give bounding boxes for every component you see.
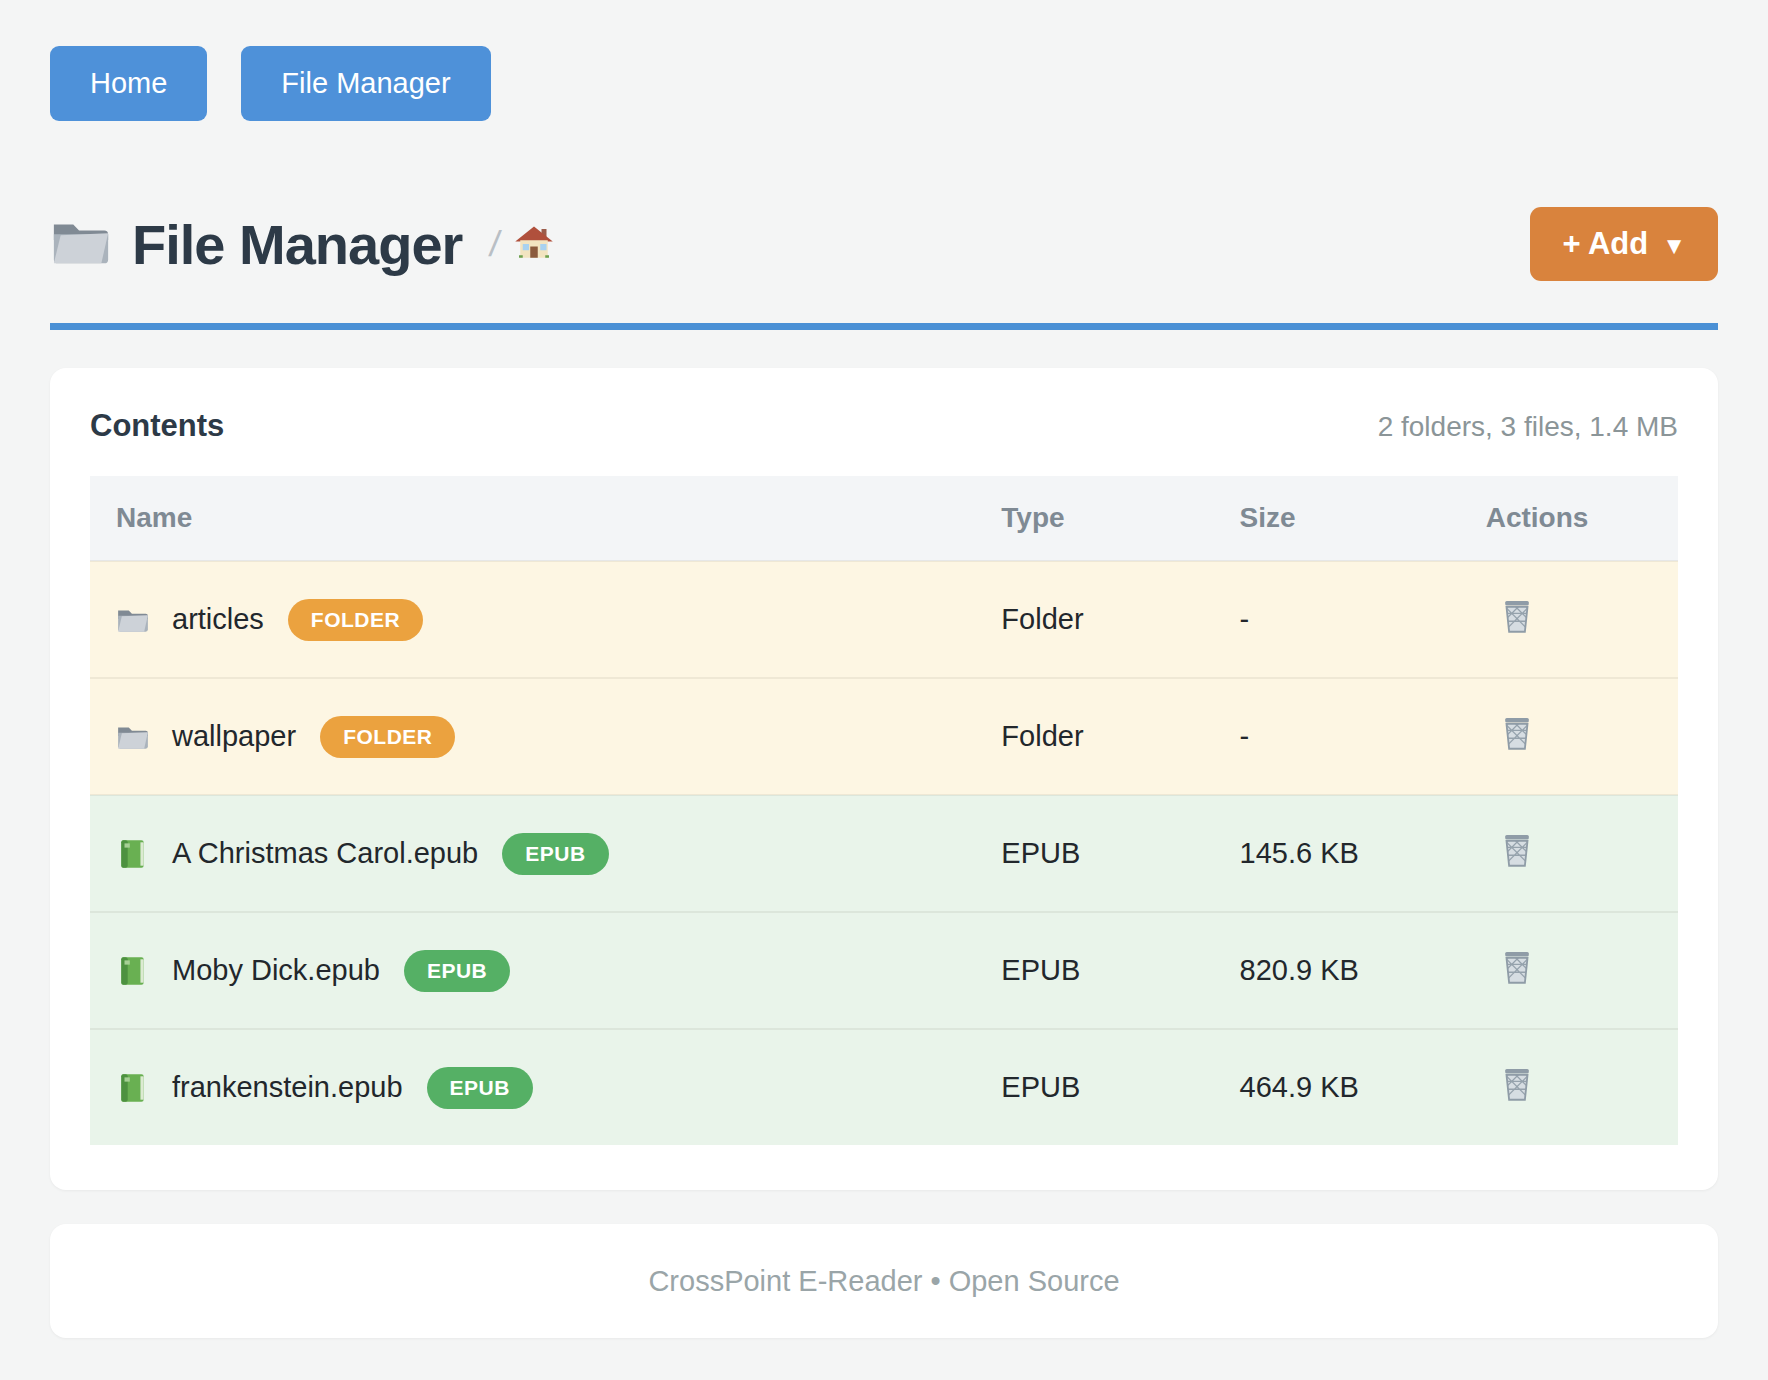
page: Home File Manager File Manager / + Add▼ …: [0, 0, 1768, 1338]
type-badge: FOLDER: [320, 716, 455, 758]
chevron-down-icon: ▼: [1662, 232, 1686, 259]
column-header-size: Size: [1210, 476, 1456, 561]
green-book-icon: [116, 954, 150, 988]
contents-summary: 2 folders, 3 files, 1.4 MB: [1378, 411, 1678, 443]
footer-text: CrossPoint E-Reader • Open Source: [648, 1265, 1119, 1298]
trash-icon: [1496, 595, 1538, 637]
file-name[interactable]: frankenstein.epub: [172, 1071, 403, 1104]
trash-icon: [1496, 829, 1538, 871]
house-icon: [514, 224, 554, 264]
contents-card: Contents 2 folders, 3 files, 1.4 MB Name…: [50, 368, 1718, 1190]
folder-icon: [116, 603, 150, 637]
delete-button[interactable]: [1496, 712, 1538, 754]
add-button[interactable]: + Add ▼: [1530, 207, 1718, 281]
type-cell: EPUB: [971, 1029, 1209, 1145]
type-cell: EPUB: [971, 795, 1209, 912]
nav-file-manager-button[interactable]: File Manager: [241, 46, 490, 121]
size-cell: -: [1210, 561, 1456, 678]
size-cell: -: [1210, 678, 1456, 795]
add-button-label: + Add: [1562, 226, 1648, 261]
trash-icon: [1496, 1063, 1538, 1105]
table-header-row: Name Type Size Actions: [90, 476, 1678, 561]
contents-card-header: Contents 2 folders, 3 files, 1.4 MB: [90, 408, 1678, 444]
column-header-actions: Actions: [1456, 476, 1678, 561]
breadcrumb: /: [490, 223, 554, 265]
page-header: File Manager / + Add ▼: [50, 207, 1718, 281]
table-row[interactable]: wallpaper FOLDER Folder -: [90, 678, 1678, 795]
delete-button[interactable]: [1496, 1063, 1538, 1105]
type-badge: FOLDER: [288, 599, 423, 641]
file-name[interactable]: A Christmas Carol.epub: [172, 837, 478, 870]
type-cell: EPUB: [971, 912, 1209, 1029]
open-folder-icon: [50, 211, 112, 277]
type-badge: EPUB: [404, 950, 510, 992]
file-table: Name Type Size Actions articles FOLDER F…: [90, 476, 1678, 1145]
column-header-name: Name: [90, 476, 971, 561]
table-row[interactable]: A Christmas Carol.epub EPUB EPUB 145.6 K…: [90, 795, 1678, 912]
footer: CrossPoint E-Reader • Open Source: [50, 1224, 1718, 1338]
column-header-type: Type: [971, 476, 1209, 561]
folder-icon: [116, 720, 150, 754]
table-row[interactable]: frankenstein.epub EPUB EPUB 464.9 KB: [90, 1029, 1678, 1145]
delete-button[interactable]: [1496, 595, 1538, 637]
file-name[interactable]: Moby Dick.epub: [172, 954, 380, 987]
type-badge: EPUB: [427, 1067, 533, 1109]
table-row[interactable]: articles FOLDER Folder -: [90, 561, 1678, 678]
delete-button[interactable]: [1496, 829, 1538, 871]
size-cell: 820.9 KB: [1210, 912, 1456, 1029]
type-cell: Folder: [971, 561, 1209, 678]
green-book-icon: [116, 1071, 150, 1105]
nav-home-button[interactable]: Home: [50, 46, 207, 121]
contents-table-body: articles FOLDER Folder - wallpaper FOLDE…: [90, 561, 1678, 1145]
breadcrumb-home-link[interactable]: [514, 224, 554, 264]
trash-icon: [1496, 712, 1538, 754]
top-nav: Home File Manager: [50, 46, 1718, 121]
file-name[interactable]: articles: [172, 603, 264, 636]
type-cell: Folder: [971, 678, 1209, 795]
file-name[interactable]: wallpaper: [172, 720, 296, 753]
page-title: File Manager: [132, 212, 462, 277]
breadcrumb-separator: /: [487, 223, 503, 265]
size-cell: 145.6 KB: [1210, 795, 1456, 912]
type-badge: EPUB: [502, 833, 608, 875]
table-row[interactable]: Moby Dick.epub EPUB EPUB 820.9 KB: [90, 912, 1678, 1029]
accent-divider: [50, 323, 1718, 330]
trash-icon: [1496, 946, 1538, 988]
delete-button[interactable]: [1496, 946, 1538, 988]
green-book-icon: [116, 837, 150, 871]
size-cell: 464.9 KB: [1210, 1029, 1456, 1145]
contents-heading: Contents: [90, 408, 224, 444]
